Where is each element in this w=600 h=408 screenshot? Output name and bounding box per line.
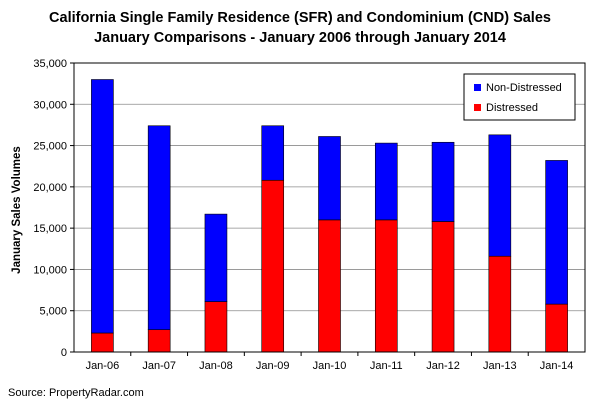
x-tick-label: Jan-09 <box>256 360 290 372</box>
bar-non-distressed-jan-06 <box>91 79 114 334</box>
x-tick-label: Jan-12 <box>426 360 460 372</box>
chart-title: California Single Family Residence (SFR)… <box>0 8 600 48</box>
y-axis-label: January Sales Volumes <box>11 146 23 274</box>
bar-distressed-jan-06 <box>91 332 114 353</box>
legend: Non-Distressed Distressed <box>463 73 576 121</box>
bar-non-distressed-jan-10 <box>318 136 341 221</box>
y-tick-label: 25,000 <box>33 141 67 153</box>
y-tick-label: 0 <box>61 347 67 359</box>
bar-distressed-jan-10 <box>318 219 341 353</box>
bar-non-distressed-jan-14 <box>545 160 568 305</box>
bar-distressed-jan-11 <box>374 219 398 353</box>
plot-area <box>73 62 586 353</box>
y-tick-label: 5,000 <box>39 306 67 318</box>
x-tick-label: Jan-07 <box>142 360 176 372</box>
bar-non-distressed-jan-11 <box>374 142 398 221</box>
x-tick-label: Jan-06 <box>86 360 120 372</box>
bar-non-distressed-jan-13 <box>488 134 512 257</box>
bar-distressed-jan-13 <box>488 255 512 353</box>
y-tick-label: 20,000 <box>33 182 67 194</box>
source-note: Source: PropertyRadar.com <box>8 387 144 399</box>
y-tick-label: 30,000 <box>33 99 67 111</box>
bar-distressed-jan-12 <box>431 221 455 353</box>
axes: 0 5,000 10,000 15,000 20,000 25,000 30,000 35,0… <box>33 58 586 372</box>
y-tick-label: 35,000 <box>33 58 67 70</box>
x-tick-label: Jan-13 <box>483 360 517 372</box>
y-tick-label: 15,000 <box>33 223 67 235</box>
legend-swatch-distressed <box>474 104 481 111</box>
legend-box <box>463 73 576 121</box>
bar-distressed-jan-08 <box>204 301 228 353</box>
bar-non-distressed-jan-07 <box>147 125 171 331</box>
bars <box>91 79 568 353</box>
legend-swatch-non-distressed <box>474 84 481 91</box>
chart-title-line-1: California Single Family Residence (SFR)… <box>49 10 551 26</box>
x-tick-label: Jan-14 <box>540 360 574 372</box>
x-tick-label: Jan-11 <box>370 360 403 372</box>
bar-non-distressed-jan-08 <box>204 213 228 302</box>
legend-label-non-distressed: Non-Distressed <box>486 82 562 94</box>
bar-distressed-jan-14 <box>545 303 568 353</box>
x-tick-label: Jan-08 <box>199 360 233 372</box>
legend-label-distressed: Distressed <box>486 102 538 114</box>
bar-distressed-jan-07 <box>147 329 171 353</box>
bar-non-distressed-jan-12 <box>431 141 455 222</box>
x-tick-label: Jan-10 <box>313 360 347 372</box>
chart-title-line-2: January Comparisons - January 2006 throu… <box>94 30 506 46</box>
bar-non-distressed-jan-09 <box>261 125 285 181</box>
y-tick-label: 10,000 <box>33 264 67 276</box>
bar-distressed-jan-09 <box>261 179 285 353</box>
